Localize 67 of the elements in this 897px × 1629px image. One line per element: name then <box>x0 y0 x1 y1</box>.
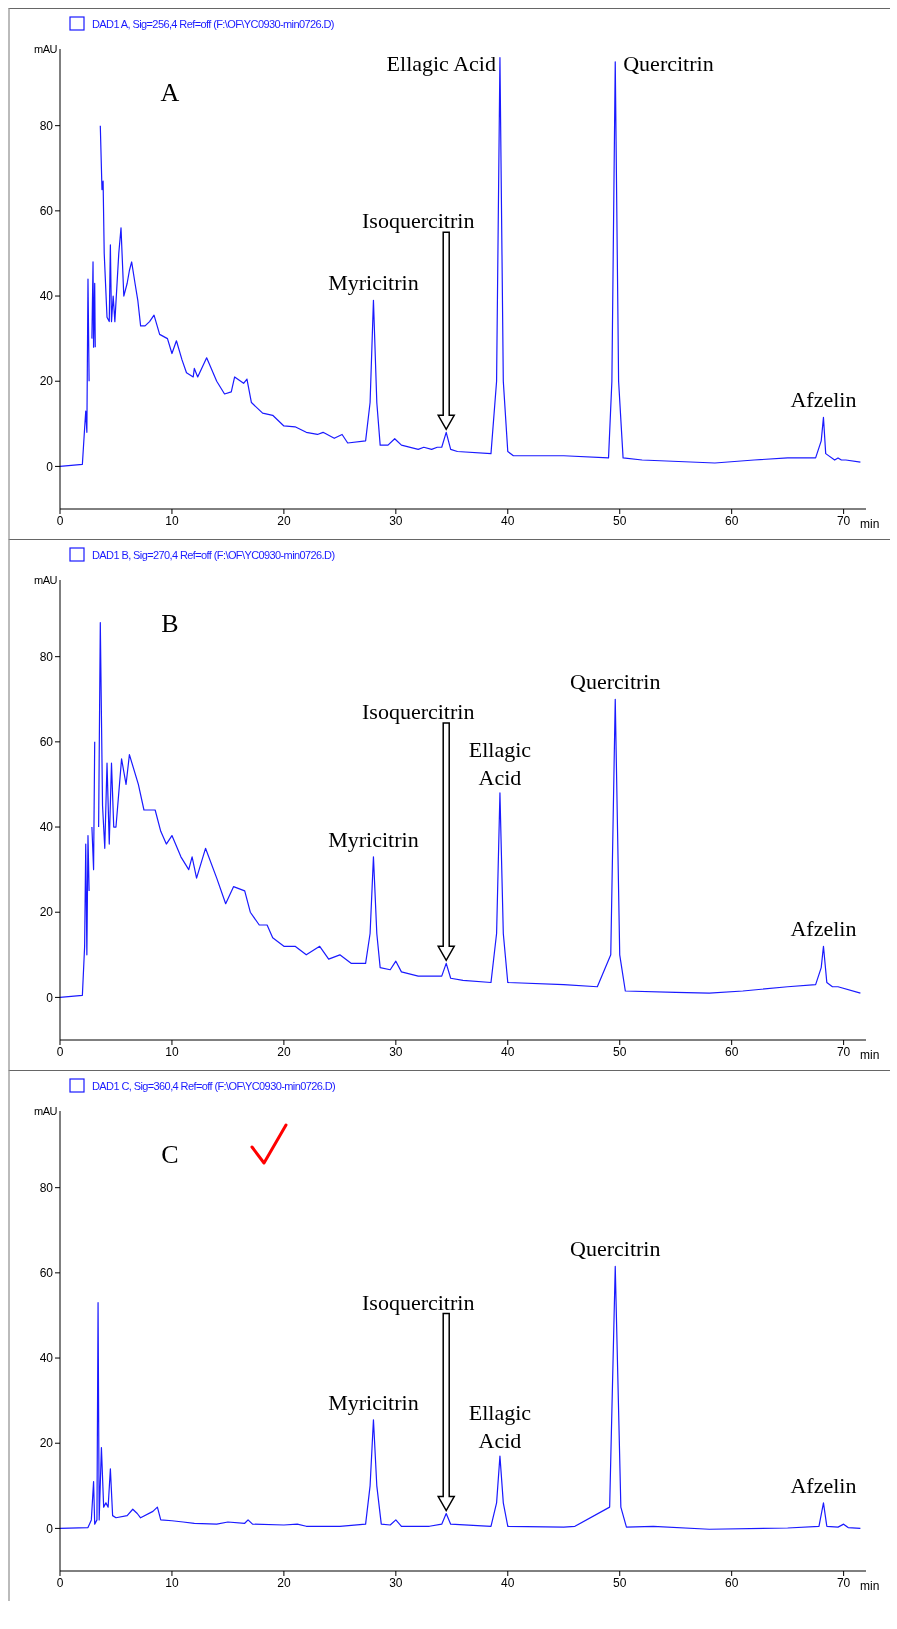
y-tick-label: 60 <box>39 1266 54 1281</box>
x-tick-label: 60 <box>724 1575 739 1590</box>
y-tick-label: 20 <box>39 1436 54 1451</box>
y-tick-label: 80 <box>39 118 54 133</box>
y-tick-label: 40 <box>39 289 54 304</box>
x-tick-label: 20 <box>277 1044 291 1059</box>
x-tick-label: 20 <box>277 513 291 528</box>
x-tick-label: 0 <box>56 1575 64 1590</box>
y-tick-label: 0 <box>46 990 54 1005</box>
annotation: Ellagic Acid <box>468 1400 532 1453</box>
annotation: Isoquercitrin <box>362 698 475 724</box>
annotation: Myricitrin <box>328 270 419 296</box>
y-tick-label: 80 <box>39 649 54 664</box>
x-tick-label: 10 <box>165 513 179 528</box>
x-axis-title: min <box>860 1048 880 1062</box>
y-axis-title: mAU <box>34 1105 58 1117</box>
text: C <box>161 1140 179 1169</box>
x-tick-label: 40 <box>501 513 515 528</box>
annotation: Afzelin <box>790 387 857 413</box>
annotation: Quercitrin <box>623 51 714 76</box>
line-series <box>60 1265 861 1530</box>
annotation: Isoquercitrin <box>362 208 475 234</box>
x-tick-label: 50 <box>613 1575 627 1590</box>
y-tick-label: 0 <box>46 1521 54 1536</box>
x-tick-label: 0 <box>56 513 64 528</box>
annotation: Afzelin <box>790 916 857 942</box>
x-tick-label: 10 <box>165 1044 179 1059</box>
y-tick-label: 60 <box>39 735 54 750</box>
x-tick-label: 60 <box>724 1044 739 1059</box>
annotation: Ellagic Acid <box>386 51 496 76</box>
text: A <box>160 78 180 107</box>
x-tick-label: 30 <box>389 1044 403 1059</box>
x-axis-title: min <box>860 517 880 531</box>
y-axis-title: mAU <box>34 43 58 55</box>
x-tick-label: 10 <box>165 1575 179 1590</box>
y-tick-label: 80 <box>39 1180 54 1195</box>
x-tick-label: 70 <box>836 1575 851 1590</box>
annotation: Myricitrin <box>328 1389 419 1415</box>
x-tick-label: 30 <box>389 1575 403 1590</box>
x-tick-label: 40 <box>501 1575 515 1590</box>
y-axis-title: mAU <box>34 574 58 586</box>
annotation: Afzelin <box>790 1472 857 1498</box>
y-tick-label: 20 <box>39 905 54 920</box>
y-tick-label: 40 <box>39 820 54 835</box>
x-tick-label: 0 <box>56 1044 64 1059</box>
x-tick-label: 60 <box>724 513 739 528</box>
annotation: Isoquercitrin <box>362 1289 475 1315</box>
annotation: Ellagic Acid <box>468 736 532 790</box>
x-tick-label: 30 <box>389 513 403 528</box>
legend-label: DAD1 B, Sig=270,4 Ref=off (F:\OF\YC0930-min0726.D) <box>92 549 335 561</box>
x-tick-label: 20 <box>277 1575 291 1590</box>
x-tick-label: 40 <box>501 1044 515 1059</box>
x-tick-label: 70 <box>836 513 851 528</box>
text: B <box>161 609 179 638</box>
annotation: Myricitrin <box>328 826 419 852</box>
legend-label: DAD1 A, Sig=256,4 Ref=off (F:\OF\YC0930-min0726.D) <box>92 18 334 30</box>
x-tick-label: 50 <box>613 513 627 528</box>
annotation: Quercitrin <box>570 1236 661 1262</box>
y-tick-label: 20 <box>39 374 54 389</box>
legend-label: DAD1 C, Sig=360,4 Ref=off (F:\OF\YC0930-min0726.D) <box>92 1080 336 1092</box>
y-tick-label: 40 <box>39 1351 54 1366</box>
x-tick-label: 50 <box>613 1044 627 1059</box>
annotation: Quercitrin <box>570 669 661 695</box>
y-tick-label: 60 <box>39 204 54 219</box>
y-tick-label: 0 <box>46 459 54 474</box>
x-axis-title: min <box>860 1579 880 1593</box>
x-tick-label: 70 <box>836 1044 851 1059</box>
